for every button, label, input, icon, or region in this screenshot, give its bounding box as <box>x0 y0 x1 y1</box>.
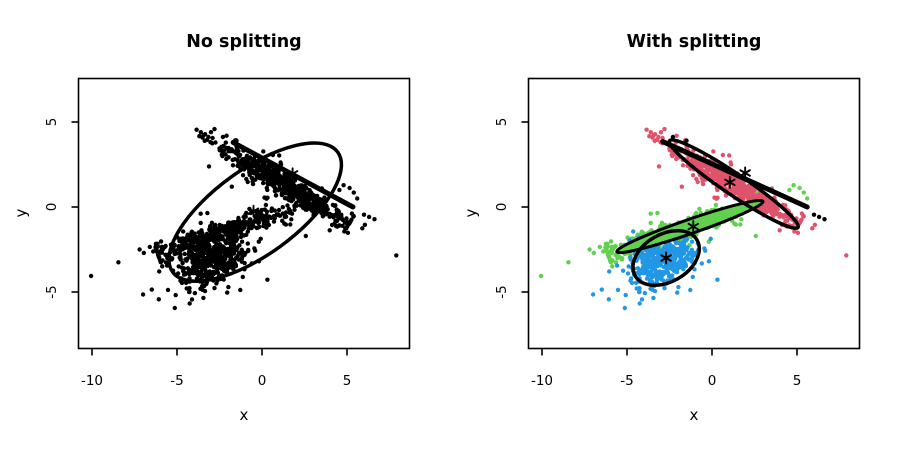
y-tick-label: 5 <box>44 118 60 127</box>
panel-with-splitting-svg: -10 -5 0 5 -5 0 5 With splitting x y <box>462 32 861 424</box>
x-axis-label: x <box>690 406 699 424</box>
panel-no-splitting-svg: -10 -5 0 5 -5 0 5 No splitting x y <box>12 32 411 424</box>
model-ellipse <box>631 228 701 288</box>
y-tick-label: -5 <box>494 285 510 298</box>
x-tick-label: -10 <box>531 373 553 389</box>
panel-title: No splitting <box>186 32 301 52</box>
x-axis-label: x <box>240 406 249 424</box>
y-axis-label: y <box>12 208 30 217</box>
plot-content <box>538 126 849 311</box>
cluster-center-asterisk <box>286 167 299 181</box>
y-tick-label: -5 <box>44 285 60 298</box>
cluster-center-asterisk <box>739 166 751 180</box>
y-tick-label: 0 <box>494 203 510 212</box>
panel-with-splitting: -10 -5 0 5 -5 0 5 With splitting x y <box>450 0 900 450</box>
x-tick-label: 0 <box>708 373 717 389</box>
y-tick-label: 0 <box>44 203 60 212</box>
x-tick-label: 0 <box>258 373 267 389</box>
x-tick-label: 5 <box>343 373 352 389</box>
cluster-center-asterisk <box>724 175 736 189</box>
scatter-points <box>88 126 399 311</box>
plot-area-left: -10 -5 0 5 -5 0 5 <box>44 77 411 389</box>
axis-ticks: -10 -5 0 5 -5 0 5 <box>44 118 351 389</box>
x-tick-label: -5 <box>620 373 633 389</box>
cluster-center-asterisk <box>687 220 700 234</box>
panel-title: With splitting <box>627 32 762 52</box>
model-ellipse <box>167 141 344 283</box>
x-tick-label: -5 <box>170 373 183 389</box>
plot-content <box>88 126 399 311</box>
plot-area-right: -10 -5 0 5 -5 0 5 <box>494 77 861 389</box>
plot-box <box>527 77 861 350</box>
panel-no-splitting: -10 -5 0 5 -5 0 5 No splitting x y <box>12 32 411 424</box>
y-axis-label: y <box>462 208 480 217</box>
x-tick-label: 5 <box>793 373 802 389</box>
cluster-center-asterisk <box>247 204 260 218</box>
cluster-center-asterisk <box>660 251 672 265</box>
axis-ticks: -10 -5 0 5 -5 0 5 <box>494 118 801 389</box>
model-line-component <box>660 139 810 210</box>
x-tick-label: -10 <box>81 373 103 389</box>
plot-box <box>77 77 411 350</box>
y-tick-label: 5 <box>494 118 510 127</box>
